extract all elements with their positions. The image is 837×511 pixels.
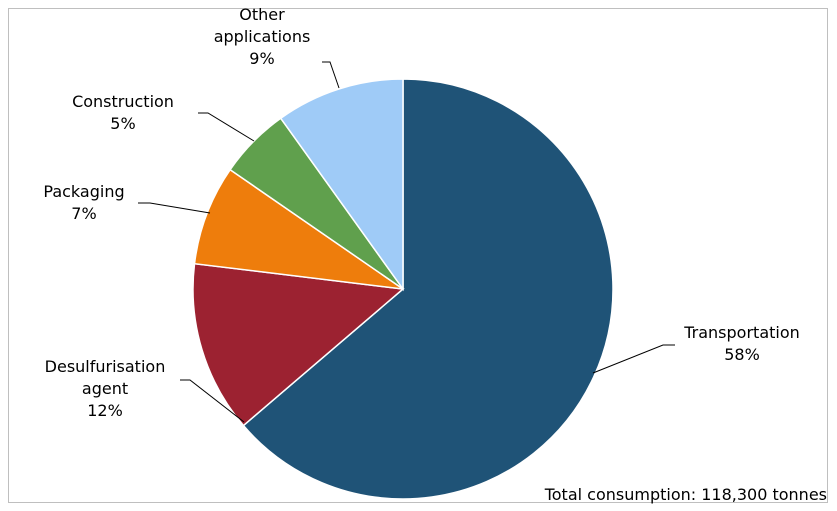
- total-consumption-note: Total consumption: 118,300 tonnes: [544, 485, 827, 504]
- slice-label-packaging: Packaging 7%: [43, 182, 124, 223]
- leader-line-packaging: [138, 202, 211, 214]
- pie-slice-transportation: [242, 78, 614, 500]
- pie-slices: [192, 78, 614, 500]
- leader-line-construction: [198, 112, 255, 142]
- slice-label-construction: Construction 5%: [72, 92, 174, 133]
- leader-lines: [138, 61, 675, 423]
- slice-label-other-applications: Other applications 9%: [214, 5, 311, 68]
- leader-line-other-applications: [322, 61, 340, 89]
- leader-line-desulfurisation-agent: [180, 379, 245, 423]
- pie-slice-packaging: [193, 168, 404, 290]
- pie-slice-other-applications: [279, 78, 404, 292]
- slice-label-transportation: Transportation 58%: [683, 323, 800, 364]
- leader-line-transportation: [592, 344, 675, 374]
- slice-labels: Transportation 58% Desulfurisation agent 12%…: [43, 5, 799, 420]
- slice-label-desulfurisation-agent: Desulfurisation agent 12%: [45, 357, 166, 420]
